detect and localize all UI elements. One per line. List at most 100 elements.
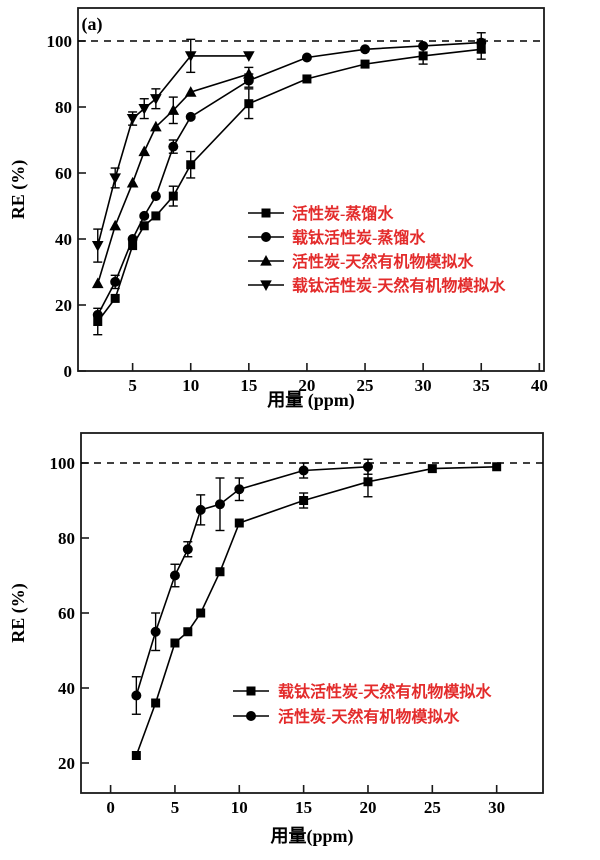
y-axis-tick-label: 40 [58, 679, 75, 698]
y-axis-tick-label: 20 [55, 296, 72, 315]
y-axis-tick-label: 40 [55, 230, 72, 249]
data-point-square [215, 567, 225, 577]
legend-marker-square [261, 208, 271, 218]
data-point-square [244, 99, 254, 109]
data-point-triangle-up [109, 219, 121, 231]
data-point-triangle-up [150, 120, 162, 132]
y-axis-label: RE (%) [8, 583, 29, 643]
x-axis-tick-label: 5 [128, 376, 137, 395]
panel-label: (a) [82, 14, 103, 35]
series-triangle-up [91, 66, 255, 289]
data-point-triangle-up [138, 145, 151, 157]
data-point-triangle-down [243, 51, 255, 62]
data-point-square [151, 211, 161, 221]
data-point-square [131, 751, 141, 760]
x-axis-tick-label: 20 [298, 376, 315, 395]
data-point-square [168, 191, 178, 201]
y-axis-tick-label: 0 [64, 362, 73, 381]
data-point-circle [182, 544, 193, 555]
data-point-triangle-up [126, 176, 139, 188]
x-axis-tick-label: 40 [531, 376, 548, 395]
data-point-circle [418, 40, 429, 51]
series-circle [131, 458, 373, 715]
data-point-circle [131, 690, 142, 701]
legend-label: 载钛活性炭-天然有机物模拟水 [278, 682, 492, 701]
y-axis-tick-label: 100 [50, 454, 76, 473]
y-axis-tick-label: 100 [47, 32, 73, 51]
data-point-square [139, 221, 149, 231]
data-point-triangle-up [91, 277, 104, 289]
legend-label: 活性炭-天然有机物模拟水 [292, 252, 474, 271]
chart-panel-1: 0 5 10 15 20 25 30 20 40 60 80 100 载钛活性炭-天然有机物模拟水活性炭… [8, 432, 544, 847]
data-point-square [302, 74, 312, 84]
data-point-circle [476, 37, 487, 48]
data-point-square [299, 496, 309, 505]
legend-entry: 载钛活性炭-天然有机物模拟水 [248, 276, 506, 295]
data-point-triangle-up [243, 68, 255, 79]
data-point-circle [168, 141, 179, 152]
data-point-circle [195, 504, 206, 515]
data-point-square [360, 59, 370, 69]
legend-entry: 载钛活性炭-蒸馏水 [248, 228, 426, 247]
data-point-circle [139, 210, 150, 221]
data-point-circle [110, 276, 121, 287]
x-axis-tick-label: 25 [424, 798, 441, 817]
data-point-triangle-down [138, 104, 151, 115]
data-point-square [492, 462, 502, 472]
data-point-triangle-down [126, 113, 139, 125]
data-point-circle [362, 461, 373, 472]
data-point-triangle-down [91, 241, 104, 252]
legend-label: 载钛活性炭-天然有机物模拟水 [292, 276, 506, 295]
data-point-triangle-up [167, 104, 180, 115]
data-point-circle [150, 191, 161, 202]
data-point-square [128, 241, 138, 251]
legend-label: 载钛活性炭-蒸馏水 [292, 228, 426, 247]
data-point-square [151, 698, 161, 708]
x-axis-tick-label: 10 [231, 798, 248, 817]
legend-marker-square [246, 686, 256, 696]
series-triangle-down [91, 38, 255, 263]
data-point-circle [214, 499, 225, 510]
data-point-square [196, 608, 206, 618]
data-point-square [363, 477, 373, 487]
data-point-square [418, 51, 428, 61]
legend-marker-circle [261, 232, 271, 242]
data-point-circle [301, 52, 312, 63]
y-axis-label: RE (%) [8, 160, 29, 220]
legend-marker-circle [246, 711, 256, 721]
data-point-circle [298, 465, 309, 476]
series-square [131, 462, 502, 760]
data-point-circle [360, 44, 371, 55]
data-point-square [186, 160, 196, 170]
data-point-square [93, 317, 103, 326]
data-point-circle [169, 570, 180, 581]
x-axis-tick-label: 30 [415, 376, 432, 395]
series-line [97, 41, 482, 316]
x-axis-label: 用量 (ppm) [267, 389, 355, 411]
data-point-square [170, 638, 180, 648]
data-point-circle [92, 309, 103, 320]
plot-frame [77, 7, 545, 372]
y-axis-tick-label: 60 [55, 164, 72, 183]
x-axis-tick-label: 20 [359, 798, 376, 817]
legend-marker-triangle-up [260, 255, 272, 266]
x-axis-tick-label: 10 [182, 376, 199, 395]
data-point-square [110, 293, 120, 303]
data-point-circle [150, 626, 161, 637]
y-axis-tick-label: 20 [58, 754, 75, 773]
y-axis-tick-label: 60 [58, 604, 75, 623]
legend-entry: 载钛活性炭-天然有机物模拟水 [233, 682, 492, 701]
legend-label: 活性炭-天然有机物模拟水 [278, 707, 460, 726]
data-point-circle [185, 111, 196, 122]
data-point-triangle-down [109, 173, 121, 184]
x-axis-tick-label: 0 [106, 798, 115, 817]
x-axis-tick-label: 30 [488, 798, 505, 817]
data-point-triangle-up [184, 86, 197, 97]
series-line [97, 48, 482, 322]
x-axis-label: 用量(ppm) [270, 825, 353, 847]
y-axis-tick-label: 80 [55, 98, 72, 117]
data-point-triangle-down [150, 94, 162, 105]
data-point-circle [127, 234, 138, 244]
